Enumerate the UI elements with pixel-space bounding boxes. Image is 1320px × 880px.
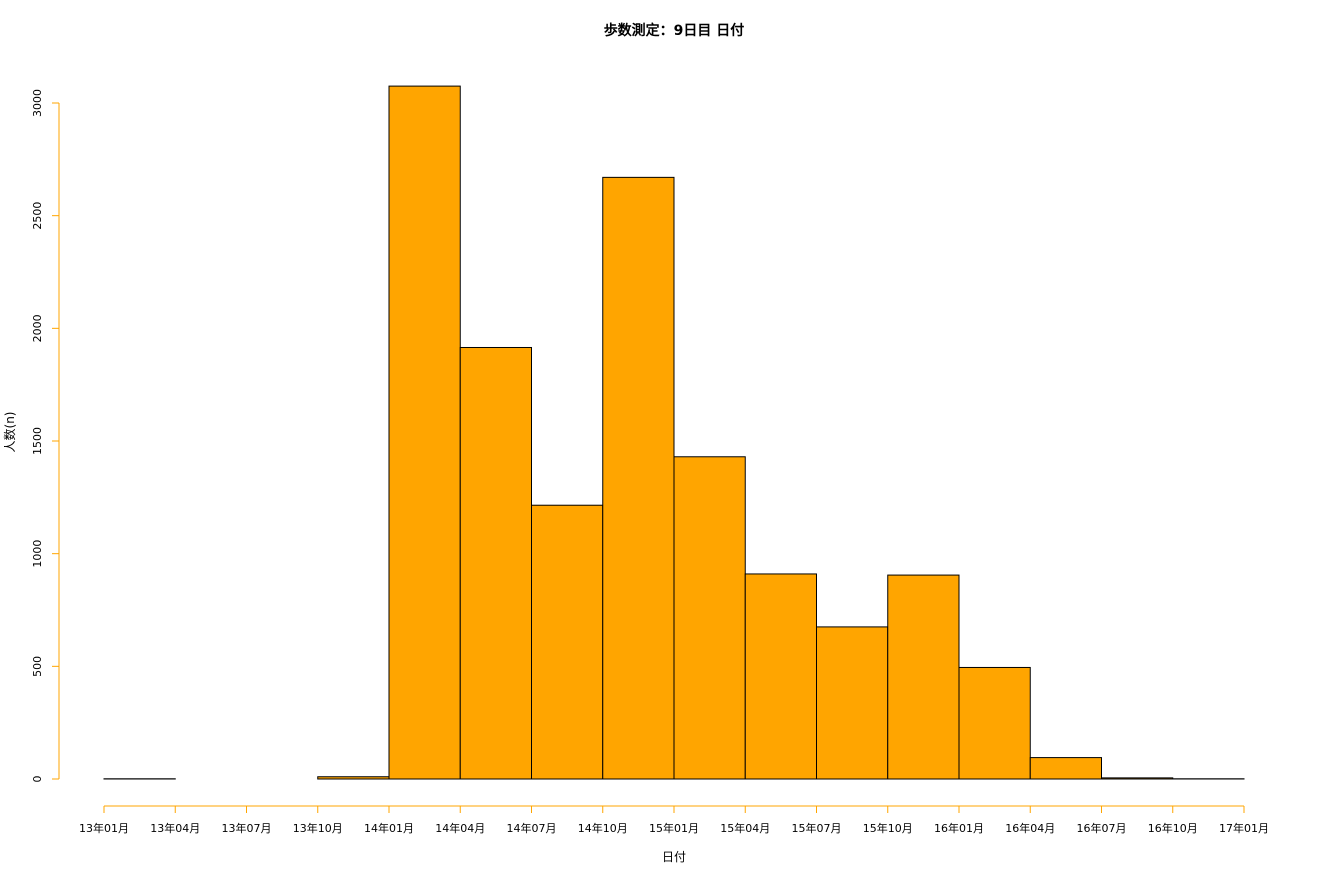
x-axis: 13年01月 13年04月 13年07月 13年10月 14年01月 14年04月 14年0… <box>79 805 1269 835</box>
histogram-bar <box>459 346 532 780</box>
y-tick-label: 0 <box>31 776 44 783</box>
x-axis-label: 日付 <box>662 850 686 864</box>
x-tick-label: 13年10月 <box>293 821 343 835</box>
x-tick-label: 13年04月 <box>150 821 200 835</box>
y-tick-label: 2000 <box>31 314 44 342</box>
histogram-bar <box>602 176 675 780</box>
y-tick-label: 3000 <box>31 89 44 117</box>
x-tick-label: 13年01月 <box>79 821 129 835</box>
y-tick-label: 2500 <box>31 202 44 230</box>
histogram-bar <box>887 574 960 780</box>
x-tick-label: 15年01月 <box>649 821 699 835</box>
x-tick-label: 16年04月 <box>1005 821 1055 835</box>
x-tick-label: 15年10月 <box>863 821 913 835</box>
x-tick-label: 14年04月 <box>435 821 485 835</box>
x-tick-label: 13年07月 <box>222 821 272 835</box>
bars-group <box>103 85 1245 780</box>
x-tick-label: 14年10月 <box>578 821 628 835</box>
x-tick-label: 17年01月 <box>1219 821 1269 835</box>
y-tick-label: 500 <box>31 656 44 677</box>
y-tick-label: 1500 <box>31 427 44 455</box>
chart-title: 歩数測定：9日目 日付 <box>604 22 745 39</box>
histogram-bar <box>673 456 746 780</box>
x-tick-label: 14年07月 <box>507 821 557 835</box>
x-tick-label: 15年07月 <box>792 821 842 835</box>
histogram-bar <box>1029 757 1102 780</box>
histogram-bar <box>388 85 461 780</box>
y-axis: 0 500 1000 1500 2000 2500 3000 <box>31 89 60 783</box>
x-tick-label: 16年01月 <box>934 821 984 835</box>
histogram-bar <box>816 626 889 780</box>
y-axis-label: 人数(n) <box>2 412 17 453</box>
histogram-bar <box>1101 777 1174 780</box>
histogram-bar <box>317 776 390 780</box>
x-tick-label: 16年10月 <box>1148 821 1198 835</box>
x-tick-label: 14年01月 <box>364 821 414 835</box>
histogram-bar <box>744 573 817 780</box>
x-tick-label: 16年07月 <box>1077 821 1127 835</box>
x-tick-label: 15年04月 <box>720 821 770 835</box>
histogram-bar <box>531 504 604 780</box>
y-tick-label: 1000 <box>31 540 44 568</box>
histogram-bar <box>958 666 1031 780</box>
